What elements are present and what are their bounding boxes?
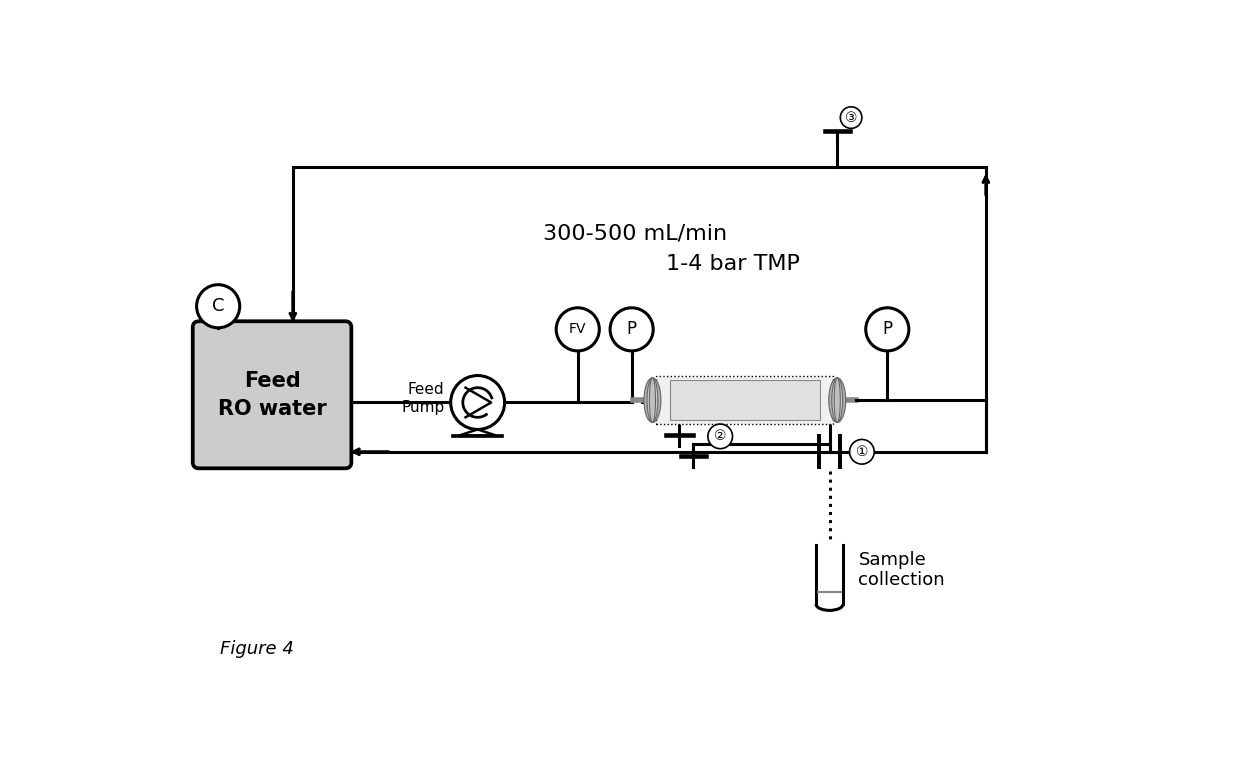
Ellipse shape <box>644 378 661 423</box>
Text: Feed: Feed <box>244 371 300 391</box>
Text: ①: ① <box>856 444 868 458</box>
Text: Feed
Pump: Feed Pump <box>402 383 444 415</box>
Text: ②: ② <box>714 430 727 444</box>
Circle shape <box>866 308 909 351</box>
Circle shape <box>197 285 239 328</box>
Circle shape <box>708 424 733 449</box>
FancyBboxPatch shape <box>192 321 351 469</box>
FancyBboxPatch shape <box>656 376 833 424</box>
Text: 300-500 mL/min: 300-500 mL/min <box>543 223 727 243</box>
Circle shape <box>557 308 599 351</box>
Text: FV: FV <box>569 323 587 337</box>
Ellipse shape <box>828 378 846 423</box>
Text: Figure 4: Figure 4 <box>219 640 294 658</box>
Circle shape <box>610 308 653 351</box>
Text: ③: ③ <box>844 111 857 125</box>
Text: RO water: RO water <box>218 398 326 419</box>
Ellipse shape <box>832 378 843 423</box>
Ellipse shape <box>650 378 656 423</box>
Text: 1-4 bar TMP: 1-4 bar TMP <box>666 254 800 274</box>
Text: C: C <box>212 298 224 316</box>
Ellipse shape <box>835 378 841 423</box>
Ellipse shape <box>647 378 658 423</box>
Text: P: P <box>626 320 636 338</box>
Circle shape <box>849 440 874 464</box>
Text: Sample
collection: Sample collection <box>858 551 945 590</box>
Circle shape <box>841 107 862 128</box>
Text: P: P <box>882 320 893 338</box>
Bar <box>670 380 820 420</box>
Circle shape <box>450 376 505 430</box>
